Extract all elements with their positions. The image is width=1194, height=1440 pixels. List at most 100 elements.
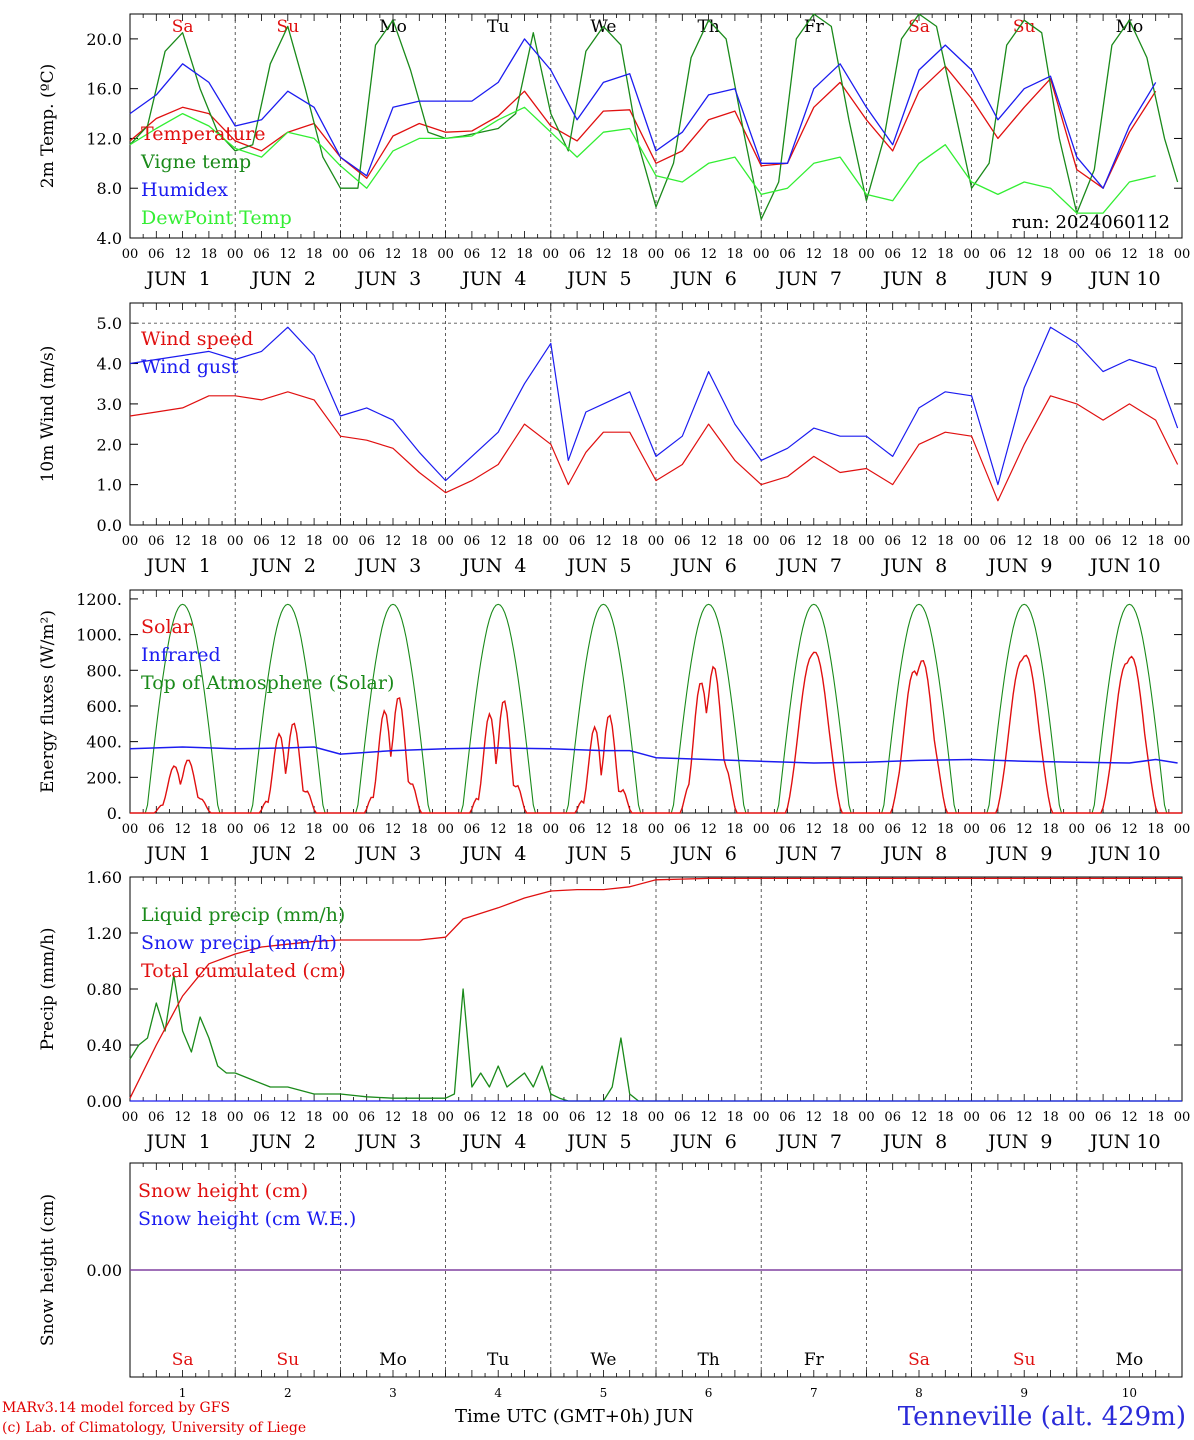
hour-tick-label: 00	[963, 822, 980, 837]
hour-tick-label: 00	[648, 1110, 665, 1125]
hour-tick-label: 12	[280, 534, 297, 549]
hour-tick-label: 06	[358, 534, 375, 549]
y-axis-label: Snow height (cm)	[38, 1194, 58, 1346]
hour-tick-label: 00	[1069, 247, 1086, 262]
legend-entry: Wind speed	[141, 328, 253, 350]
date-label: JUN 3	[355, 555, 421, 577]
panel-4: 0.00 0.40 0.80 1.20 1.60 Precip (mm/h) 00 06 12 1…	[38, 868, 1190, 1153]
date-label: JUN 5	[565, 843, 631, 865]
hour-tick-label: 18	[516, 1110, 533, 1125]
hour-tick-label: 06	[358, 247, 375, 262]
y-tick-label: 1.20	[86, 924, 122, 943]
date-label: JUN 7	[776, 268, 842, 290]
hour-tick-label: 06	[779, 534, 796, 549]
hour-tick-label: 12	[806, 247, 823, 262]
date-label: JUN 8	[881, 843, 947, 865]
panel-frame	[129, 589, 1183, 814]
hour-tick-label: 06	[569, 534, 586, 549]
date-label: JUN 4	[460, 843, 526, 865]
date-label: JUN 5	[565, 1131, 631, 1153]
hour-tick-label: 06	[253, 1110, 270, 1125]
legend-entry: Snow height (cm)	[138, 1180, 308, 1202]
hour-tick-label: 12	[911, 822, 928, 837]
y-tick-label: 600.	[86, 697, 122, 716]
date-label: JUN 10	[1088, 1131, 1160, 1153]
y-tick-label: 0.80	[86, 980, 122, 999]
date-label: JUN 1	[144, 843, 210, 865]
hour-tick-label: 00	[122, 1110, 139, 1125]
legend-entry: Infrared	[141, 644, 221, 666]
legend-entry: Snow precip (mm/h)	[141, 932, 337, 954]
hour-tick-label: 06	[779, 1110, 796, 1125]
hour-tick-label: 06	[464, 822, 481, 837]
hour-tick-label: 00	[1069, 1110, 1086, 1125]
hour-tick-label: 06	[148, 822, 165, 837]
legend-entry: DewPoint Temp	[141, 207, 292, 229]
hour-tick-label: 18	[727, 534, 744, 549]
hour-tick-label: 00	[227, 534, 244, 549]
legend-entry: Temperature	[141, 123, 265, 145]
date-label: JUN 6	[670, 268, 736, 290]
legend-entry: Total cumulated (cm)	[141, 960, 346, 982]
y-tick-label: 1000.	[76, 626, 122, 645]
hour-tick-label: 12	[806, 534, 823, 549]
date-label: JUN 4	[460, 1131, 526, 1153]
hour-tick-label: 06	[253, 822, 270, 837]
hour-tick-label: 00	[753, 534, 770, 549]
y-tick-label: 1.60	[86, 868, 122, 887]
panel-2: 0.0 1.0 2.0 3.0 4.0 5.0 10m Wind (m/s) 00 06 12 18…	[38, 302, 1190, 577]
hour-tick-label: 18	[621, 1110, 638, 1125]
hour-tick-label: 12	[1016, 247, 1033, 262]
day-name: Sa	[172, 1350, 194, 1370]
hour-tick-label: 06	[253, 534, 270, 549]
hour-tick-label: 06	[674, 534, 691, 549]
day-number: 10	[1122, 1386, 1137, 1400]
hour-tick-label: 00	[332, 1110, 349, 1125]
day-name: Tu	[487, 17, 509, 37]
day-number: 5	[600, 1386, 608, 1400]
hour-tick-label: 12	[1121, 1110, 1138, 1125]
series-line	[129, 877, 1182, 1099]
day-number: 3	[389, 1386, 397, 1400]
hour-tick-label: 12	[700, 1110, 717, 1125]
hour-tick-label: 18	[516, 534, 533, 549]
day-number: 4	[494, 1386, 502, 1400]
hour-tick-label: 06	[884, 247, 901, 262]
day-name: Mo	[1116, 1350, 1144, 1370]
hour-tick-label: 18	[306, 534, 323, 549]
hour-tick-label: 18	[411, 1110, 428, 1125]
y-tick-label: 0.00	[86, 1261, 122, 1280]
y-tick-label: 0.00	[86, 1092, 122, 1111]
date-label: JUN 9	[986, 843, 1052, 865]
hour-tick-label: 18	[1042, 534, 1059, 549]
hour-tick-label: 18	[832, 534, 849, 549]
hour-tick-label: 18	[201, 822, 218, 837]
hour-tick-label: 12	[1121, 822, 1138, 837]
hour-tick-label: 06	[674, 247, 691, 262]
credit-line-1: MARv3.14 model forced by GFS	[2, 1400, 231, 1416]
legend-entry: Liquid precip (mm/h)	[141, 904, 345, 926]
hour-tick-label: 18	[621, 822, 638, 837]
hour-tick-label: 00	[648, 247, 665, 262]
hour-tick-label: 18	[727, 1110, 744, 1125]
hour-tick-label: 00	[543, 1110, 560, 1125]
y-tick-label: 4.0	[97, 355, 122, 374]
hour-tick-label: 00	[858, 1110, 875, 1125]
hour-tick-label: 00	[1174, 1110, 1191, 1125]
legend-entry: Humidex	[141, 179, 228, 201]
hour-tick-label: 06	[884, 822, 901, 837]
hour-tick-label: 00	[648, 822, 665, 837]
hour-tick-label: 06	[464, 1110, 481, 1125]
date-label: JUN 3	[355, 1131, 421, 1153]
day-name: We	[590, 1350, 616, 1370]
legend-entry: Vigne temp	[140, 151, 251, 173]
hour-tick-label: 12	[490, 1110, 507, 1125]
day-name: Sa	[172, 17, 194, 37]
hour-tick-label: 06	[358, 1110, 375, 1125]
hour-tick-label: 18	[832, 822, 849, 837]
hour-tick-label: 06	[148, 247, 165, 262]
hour-tick-label: 18	[832, 1110, 849, 1125]
hour-tick-label: 18	[306, 822, 323, 837]
hour-tick-label: 06	[779, 247, 796, 262]
date-label: JUN 9	[986, 1131, 1052, 1153]
